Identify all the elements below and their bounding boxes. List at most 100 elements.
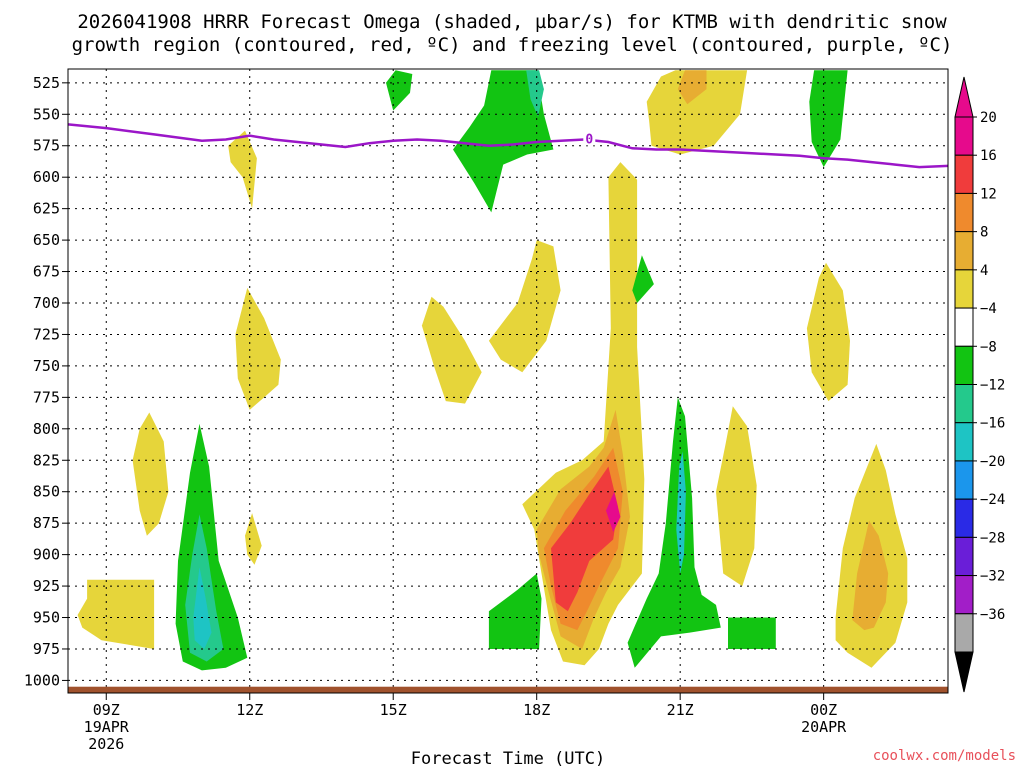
colorbar-segment-9 xyxy=(954,460,974,500)
chart-title-line1: 2026041908 HRRR Forecast Omega (shaded, … xyxy=(77,11,947,33)
colorbar-segment-8 xyxy=(954,422,974,462)
x-tick-label-12-0: 12Z xyxy=(236,701,263,719)
freezing-level-label: 0 xyxy=(585,132,593,147)
y-tick-label-800: 800 xyxy=(33,420,60,438)
y-tick-label-725: 725 xyxy=(33,325,60,343)
colorbar-label-7: −12 xyxy=(980,378,1005,394)
colorbar-top-arrow xyxy=(954,76,974,118)
omega-region-g4-20 xyxy=(627,397,721,668)
colorbar-label-4: 4 xyxy=(980,263,988,279)
colorbar-segment-3 xyxy=(954,231,974,271)
omega-shading xyxy=(77,70,908,671)
colorbar-segment-10 xyxy=(954,498,974,538)
colorbar-label-2: 12 xyxy=(980,186,997,202)
omega-region-y4-27 xyxy=(806,262,850,402)
omega-region-g4-23 xyxy=(728,617,776,649)
colorbar-segment-4 xyxy=(954,269,974,309)
x-tick-label-21-0: 21Z xyxy=(667,701,694,719)
ground-fill xyxy=(68,686,948,693)
colorbar-label-6: −8 xyxy=(980,339,997,355)
colorbar-label-1: 16 xyxy=(980,148,997,164)
omega-region-y4-12 xyxy=(488,240,561,373)
y-tick-label-925: 925 xyxy=(33,577,60,595)
y-tick-label-825: 825 xyxy=(33,451,60,469)
colorbar-segment-2 xyxy=(954,192,974,233)
plot-frame xyxy=(67,68,949,694)
omega-region-g4-10 xyxy=(453,70,554,213)
grid-lines xyxy=(68,69,948,693)
colorbar-label-9: −20 xyxy=(980,454,1005,470)
omega-region-y4-7 xyxy=(245,513,262,565)
colorbar-label-12: −32 xyxy=(980,569,1005,585)
source-credit: coolwx.com/models xyxy=(873,748,1016,764)
freezing-level-line xyxy=(67,123,949,169)
colorbar-segment-5 xyxy=(954,307,974,347)
omega-region-y4-9 xyxy=(421,296,482,404)
omega-region-y4-24 xyxy=(646,70,748,155)
y-tick-label-550: 550 xyxy=(33,105,60,123)
omega-region-g12-21 xyxy=(676,451,686,574)
colorbar-segment-12 xyxy=(954,575,974,615)
omega-region-y4-1 xyxy=(132,412,169,536)
x-tick-label-15-0: 15Z xyxy=(380,701,407,719)
y-tick-label-850: 850 xyxy=(33,483,60,501)
colorbar-label-3: 8 xyxy=(980,225,988,241)
colorbar-label-8: −16 xyxy=(980,416,1005,432)
omega-region-y4-6 xyxy=(235,287,281,410)
y-tick-label-975: 975 xyxy=(33,640,60,658)
omega-region-y20-18 xyxy=(606,491,621,532)
ground-strip xyxy=(68,686,948,693)
omega-region-y4-22 xyxy=(716,406,757,587)
colorbar-segment-7 xyxy=(954,384,974,424)
colorbar-label-13: −36 xyxy=(980,607,1005,623)
omega-region-y4-0 xyxy=(77,579,155,649)
freezing-level-contour: 0 xyxy=(67,123,949,169)
y-tick-label-525: 525 xyxy=(33,74,60,92)
omega-region-g4-26 xyxy=(809,70,848,168)
omega-region-g8-11 xyxy=(526,70,544,117)
y-tick-label-875: 875 xyxy=(33,514,60,532)
x-tick-label-24-1: 20APR xyxy=(801,718,847,736)
omega-region-y16-17 xyxy=(551,466,618,612)
y-tick-label-775: 775 xyxy=(33,388,60,406)
omega-region-g4-8 xyxy=(386,70,413,111)
x-tick-label-9-2: 2026 xyxy=(88,735,124,753)
omega-region-y8-29 xyxy=(852,520,889,631)
y-tick-label-950: 950 xyxy=(33,609,60,627)
y-tick-label-650: 650 xyxy=(33,231,60,249)
colorbar-segment-1 xyxy=(954,154,974,194)
omega-region-g4-19 xyxy=(632,255,654,303)
pressure-axis: 525 550 575 600 625 650 675 700 725 750 775 800 825 8… xyxy=(24,74,68,689)
y-tick-label-750: 750 xyxy=(33,357,60,375)
y-tick-label-900: 900 xyxy=(33,546,60,564)
omega-region-g4-13 xyxy=(488,573,542,649)
x-axis-label: Forecast Time (UTC) xyxy=(411,749,605,768)
y-tick-label-1000: 1000 xyxy=(24,671,60,689)
y-tick-label-600: 600 xyxy=(33,168,60,186)
omega-region-y8-25 xyxy=(677,70,707,105)
x-tick-label-24-0: 00Z xyxy=(810,701,837,719)
colorbar-segment-0 xyxy=(954,116,974,156)
colorbar-segment-6 xyxy=(954,345,974,385)
y-tick-label-675: 675 xyxy=(33,263,60,281)
colorbar-segment-13 xyxy=(954,613,974,653)
colorbar-label-10: −24 xyxy=(980,492,1005,508)
colorbar-label-0: 20 xyxy=(980,110,997,126)
freezing-level-label-bg xyxy=(583,130,596,146)
colorbar-label-11: −28 xyxy=(980,530,1005,546)
colorbar-label-5: −4 xyxy=(980,301,997,317)
x-tick-label-9-1: 19APR xyxy=(84,718,130,736)
x-tick-label-9-0: 09Z xyxy=(93,701,120,719)
y-tick-label-575: 575 xyxy=(33,137,60,155)
x-tick-label-18-0: 18Z xyxy=(523,701,550,719)
omega-region-g12-4 xyxy=(193,567,212,649)
colorbar-bottom-arrow xyxy=(954,651,974,693)
colorbar-segment-11 xyxy=(954,536,974,577)
colorbar: 20 16 12 8 4 −4 −8 −12 −16 −20 −24 −28 −32 −36 xyxy=(954,76,1005,693)
omega-region-y4-5 xyxy=(228,130,257,209)
y-tick-label-625: 625 xyxy=(33,200,60,218)
y-tick-label-700: 700 xyxy=(33,294,60,312)
